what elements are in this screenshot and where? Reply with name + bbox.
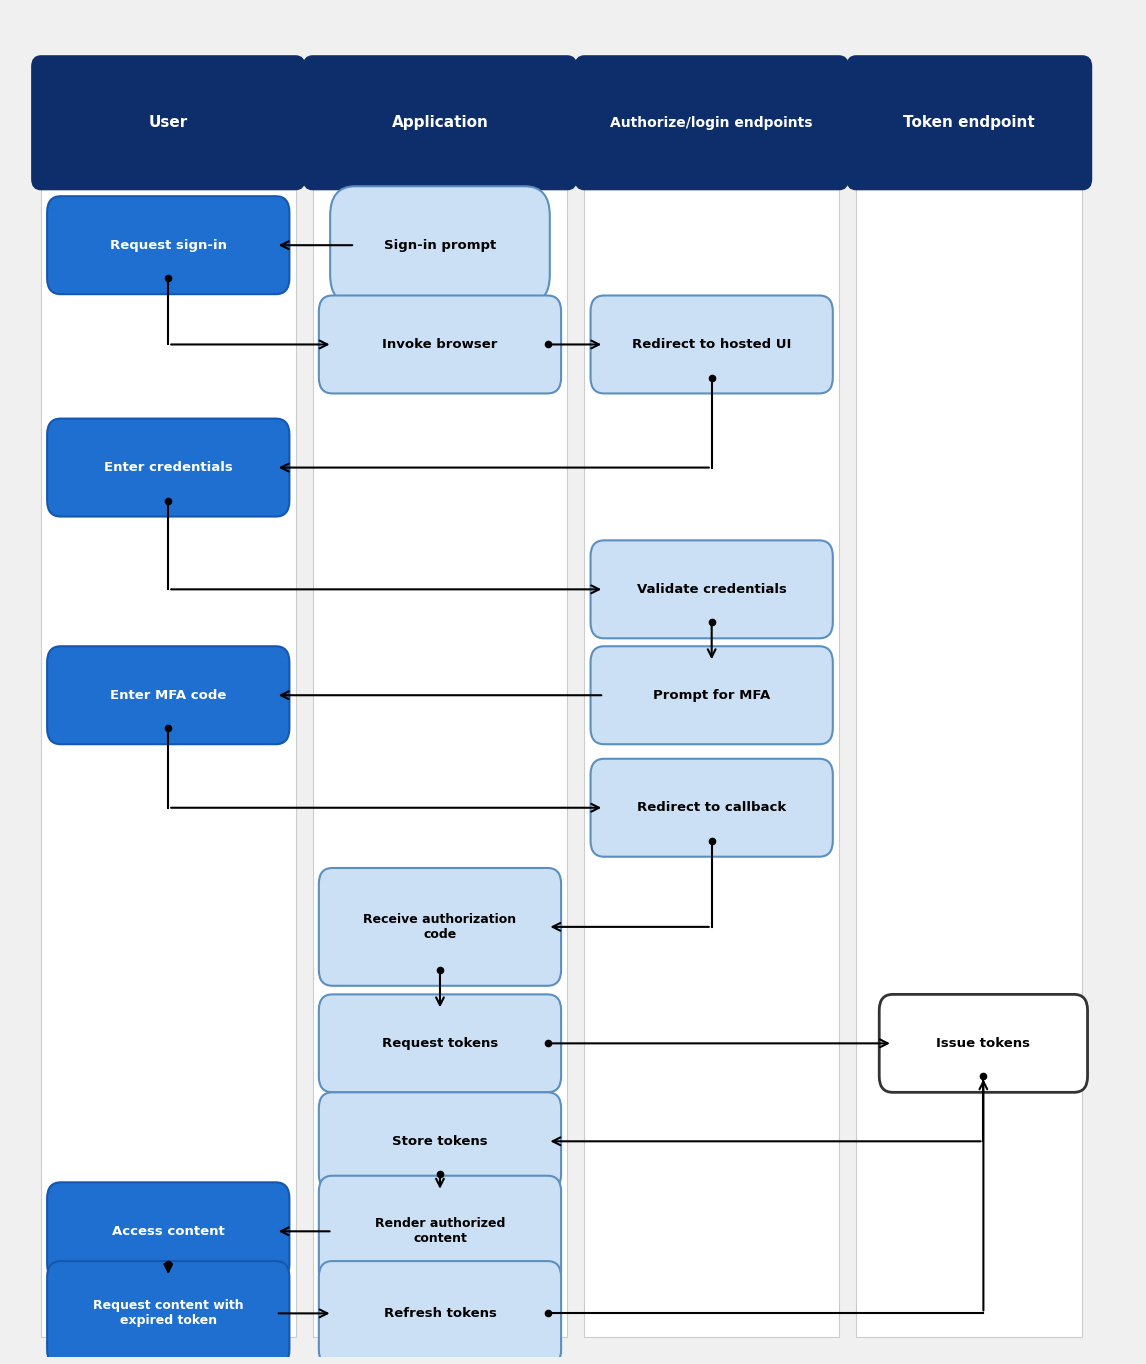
FancyBboxPatch shape <box>41 179 296 1337</box>
Text: Validate credentials: Validate credentials <box>637 582 786 596</box>
FancyBboxPatch shape <box>32 56 305 190</box>
Text: Request sign-in: Request sign-in <box>110 239 227 252</box>
Text: Sign-in prompt: Sign-in prompt <box>384 239 496 252</box>
FancyBboxPatch shape <box>319 994 562 1093</box>
FancyBboxPatch shape <box>590 296 833 393</box>
FancyBboxPatch shape <box>319 296 562 393</box>
FancyBboxPatch shape <box>856 179 1083 1337</box>
Text: Request content with
expired token: Request content with expired token <box>93 1300 244 1327</box>
Text: Receive authorization
code: Receive authorization code <box>363 913 517 941</box>
Text: Render authorized
content: Render authorized content <box>375 1217 505 1245</box>
Text: User: User <box>149 116 188 131</box>
FancyBboxPatch shape <box>590 540 833 638</box>
Text: Refresh tokens: Refresh tokens <box>384 1307 496 1320</box>
Text: Authorize/login endpoints: Authorize/login endpoints <box>611 116 813 130</box>
FancyBboxPatch shape <box>319 1176 562 1286</box>
FancyBboxPatch shape <box>330 187 550 304</box>
FancyBboxPatch shape <box>847 56 1091 190</box>
Text: Token endpoint: Token endpoint <box>903 116 1035 131</box>
FancyBboxPatch shape <box>47 419 290 517</box>
Text: Store tokens: Store tokens <box>392 1135 488 1147</box>
FancyBboxPatch shape <box>304 56 576 190</box>
Text: Application: Application <box>392 116 488 131</box>
FancyBboxPatch shape <box>313 179 567 1337</box>
FancyBboxPatch shape <box>879 994 1088 1093</box>
FancyBboxPatch shape <box>47 647 290 745</box>
FancyBboxPatch shape <box>319 1262 562 1364</box>
Text: Issue tokens: Issue tokens <box>936 1037 1030 1050</box>
Text: Invoke browser: Invoke browser <box>383 338 497 351</box>
Text: Prompt for MFA: Prompt for MFA <box>653 689 770 701</box>
Text: Enter MFA code: Enter MFA code <box>110 689 227 701</box>
FancyBboxPatch shape <box>47 1183 290 1281</box>
FancyBboxPatch shape <box>319 1093 562 1191</box>
Text: Redirect to callback: Redirect to callback <box>637 801 786 814</box>
Text: Enter credentials: Enter credentials <box>104 461 233 475</box>
FancyBboxPatch shape <box>575 56 848 190</box>
Text: Access content: Access content <box>112 1225 225 1237</box>
FancyBboxPatch shape <box>319 868 562 986</box>
FancyBboxPatch shape <box>47 1262 290 1364</box>
FancyBboxPatch shape <box>47 196 290 295</box>
Text: Request tokens: Request tokens <box>382 1037 499 1050</box>
FancyBboxPatch shape <box>584 179 839 1337</box>
FancyBboxPatch shape <box>590 647 833 745</box>
Text: Redirect to hosted UI: Redirect to hosted UI <box>631 338 792 351</box>
FancyBboxPatch shape <box>590 758 833 857</box>
